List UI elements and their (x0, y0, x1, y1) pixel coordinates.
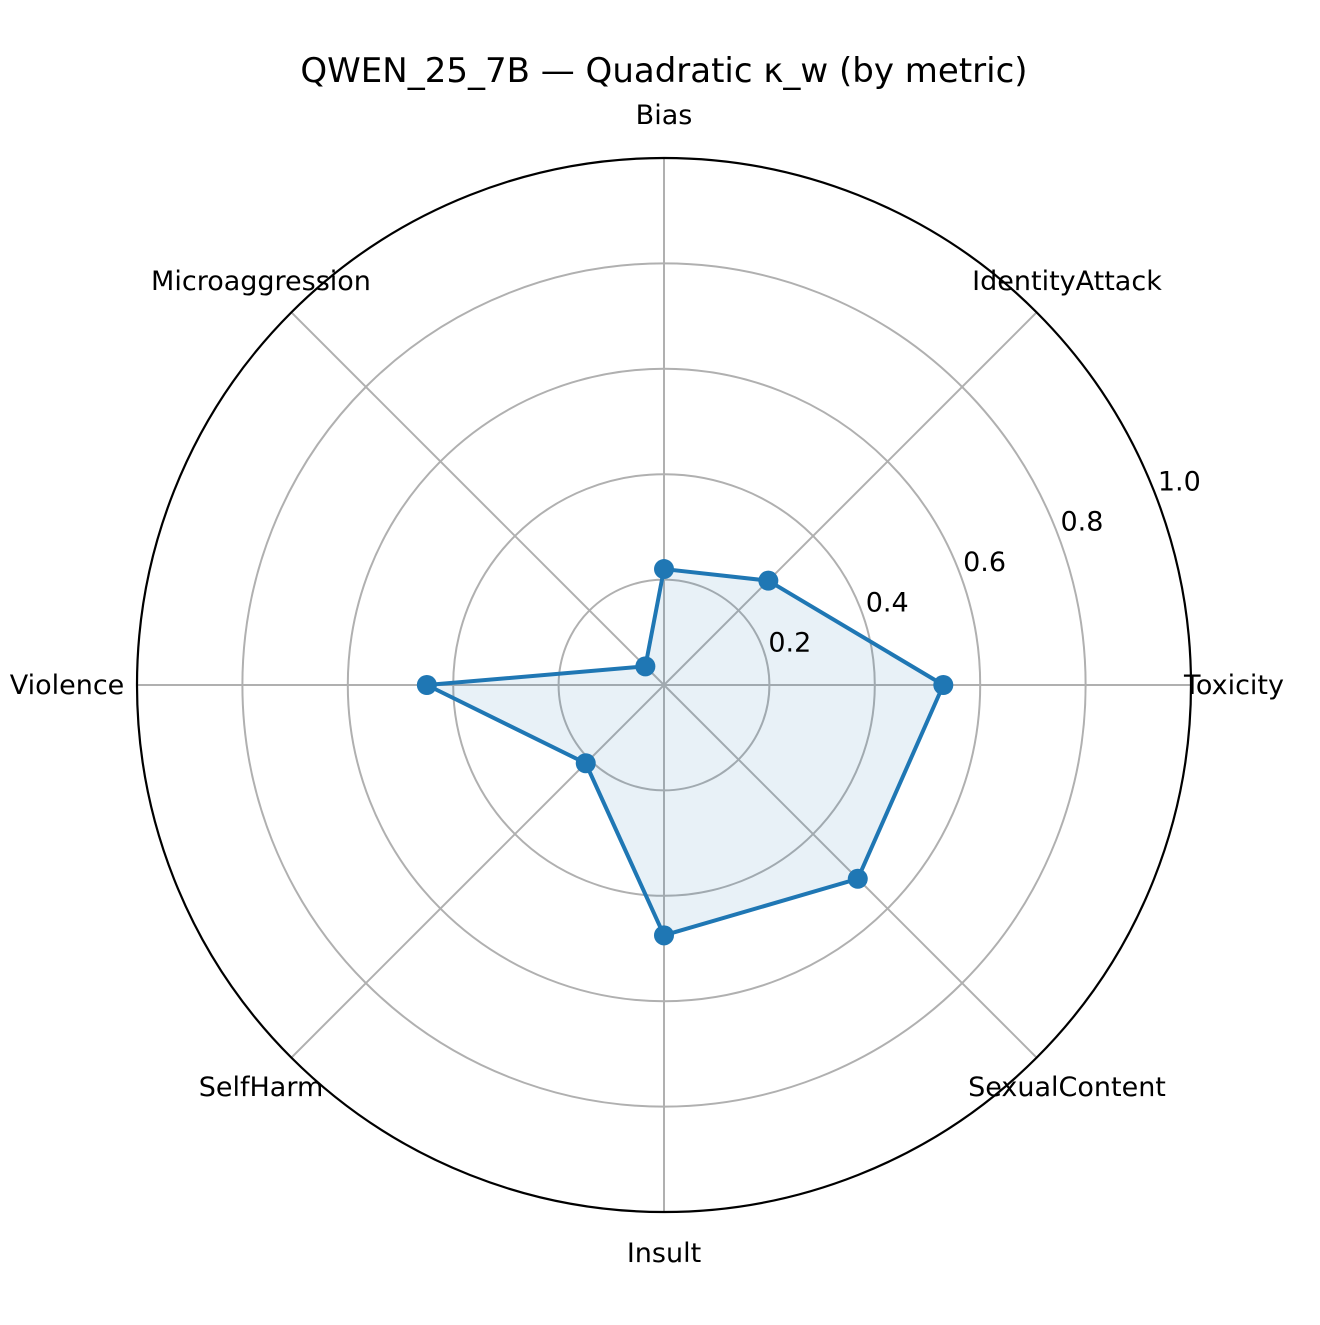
axis-label-selfharm: SelfHarm (199, 1072, 324, 1103)
data-point-violence (416, 675, 437, 695)
axis-labels: Toxicity IdentityAttack Bias Microaggressio… (10, 100, 1284, 1269)
axis-label-bias: Bias (636, 100, 693, 131)
r-tick-label: 0.2 (768, 628, 811, 659)
axis-label-sexualcontent: SexualContent (968, 1072, 1166, 1103)
axis-label-violence: Violence (10, 670, 125, 701)
data-point-microaggression (635, 656, 656, 677)
axis-label-toxicity: Toxicity (1183, 670, 1284, 701)
chart-title: QWEN_25_7B — Quadratic κ_w (by metric) (300, 51, 1027, 91)
data-point-insult (654, 925, 674, 946)
data-point-identityattack (758, 570, 779, 591)
r-tick-label: 0.4 (866, 587, 909, 618)
data-point-bias (654, 559, 674, 580)
r-tick-label: 0.6 (963, 547, 1006, 578)
grid-layer (135, 156, 1193, 1214)
data-point-selfharm (575, 753, 596, 774)
spoke-line (663, 311, 1038, 686)
spoke-line (290, 684, 665, 1059)
spoke-line (290, 311, 665, 686)
r-tick-label: 0.8 (1061, 507, 1104, 538)
r-tick-labels: 0.2 0.4 0.6 0.8 1.0 (768, 466, 1200, 658)
outer-ring (135, 156, 1193, 1214)
axis-label-microaggression: Microaggression (151, 266, 371, 297)
data-point-toxicity (933, 675, 954, 695)
axis-label-identityattack: IdentityAttack (972, 266, 1162, 297)
axis-label-insult: Insult (627, 1238, 701, 1269)
series-layer (416, 559, 954, 946)
series-area (426, 569, 944, 936)
data-point-sexualcontent (847, 868, 868, 889)
r-tick-label: 1.0 (1158, 466, 1201, 497)
spoke-line (663, 684, 1038, 1059)
